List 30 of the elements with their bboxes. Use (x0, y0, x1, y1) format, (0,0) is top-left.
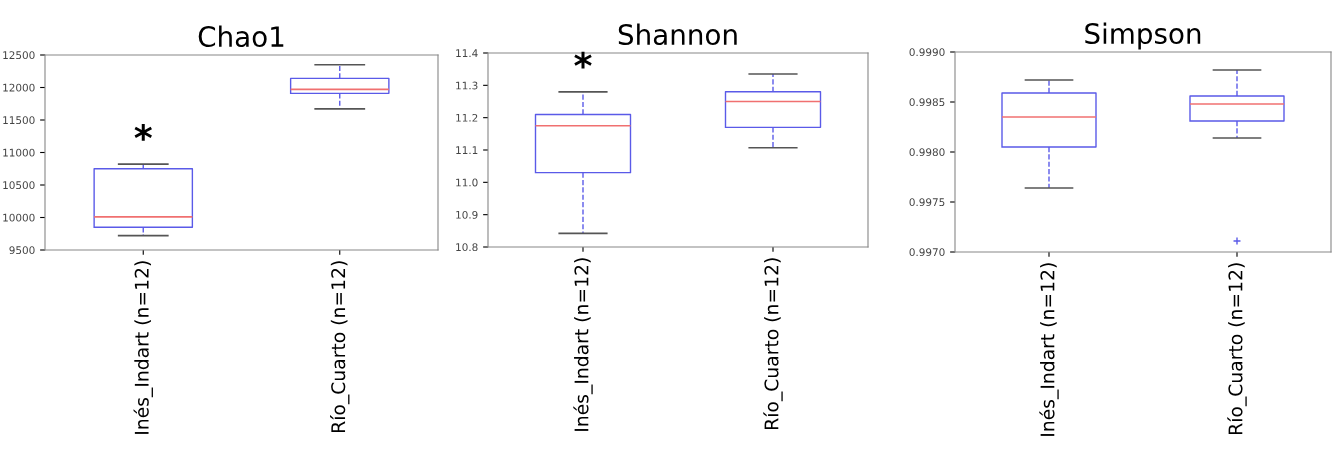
y-tick-label: 12000 (3, 83, 35, 92)
y-tick-label: 0.9990 (909, 48, 945, 57)
y-tick-label: 10000 (3, 213, 35, 222)
x-tick-label: Río_Cuarto (n=12) (330, 261, 350, 433)
y-tick-label: 0.9975 (909, 198, 945, 207)
y-tick-label: 0.9970 (909, 248, 945, 257)
y-tick-label: 10.9 (456, 210, 478, 219)
annotation: * (134, 123, 152, 141)
y-tick-label: 10.8 (456, 243, 478, 252)
x-tick-label: Inés_Indart (n=12) (1039, 263, 1059, 436)
x-tick-label: Inés_Indart (n=12) (133, 261, 153, 434)
y-tick-label: 10500 (3, 181, 35, 190)
annotation: * (574, 51, 592, 69)
chart-title: Chao1 (198, 25, 284, 48)
chart-title: Shannon (618, 23, 737, 46)
chart-title: Simpson (1085, 22, 1201, 50)
y-tick-label: 12500 (3, 51, 35, 60)
y-tick-label: 11.0 (456, 178, 478, 187)
x-tick-label: Inés_Indart (n=12) (573, 258, 593, 431)
y-tick-label: 11.2 (456, 113, 478, 122)
y-tick-label: 9500 (9, 246, 35, 255)
y-tick-label: 0.9980 (909, 148, 945, 157)
y-tick-label: 11.1 (456, 146, 478, 154)
x-tick-label: Río_Cuarto (n=12) (763, 258, 783, 430)
x-tick-label: Río_Cuarto (n=12) (1227, 263, 1247, 435)
y-tick-label: 11.3 (456, 81, 478, 90)
y-tick-label: 0.9985 (909, 98, 945, 107)
y-tick-label: 11500 (3, 116, 35, 125)
y-tick-label: 11.4 (456, 49, 478, 57)
y-tick-label: 11000 (3, 148, 35, 157)
